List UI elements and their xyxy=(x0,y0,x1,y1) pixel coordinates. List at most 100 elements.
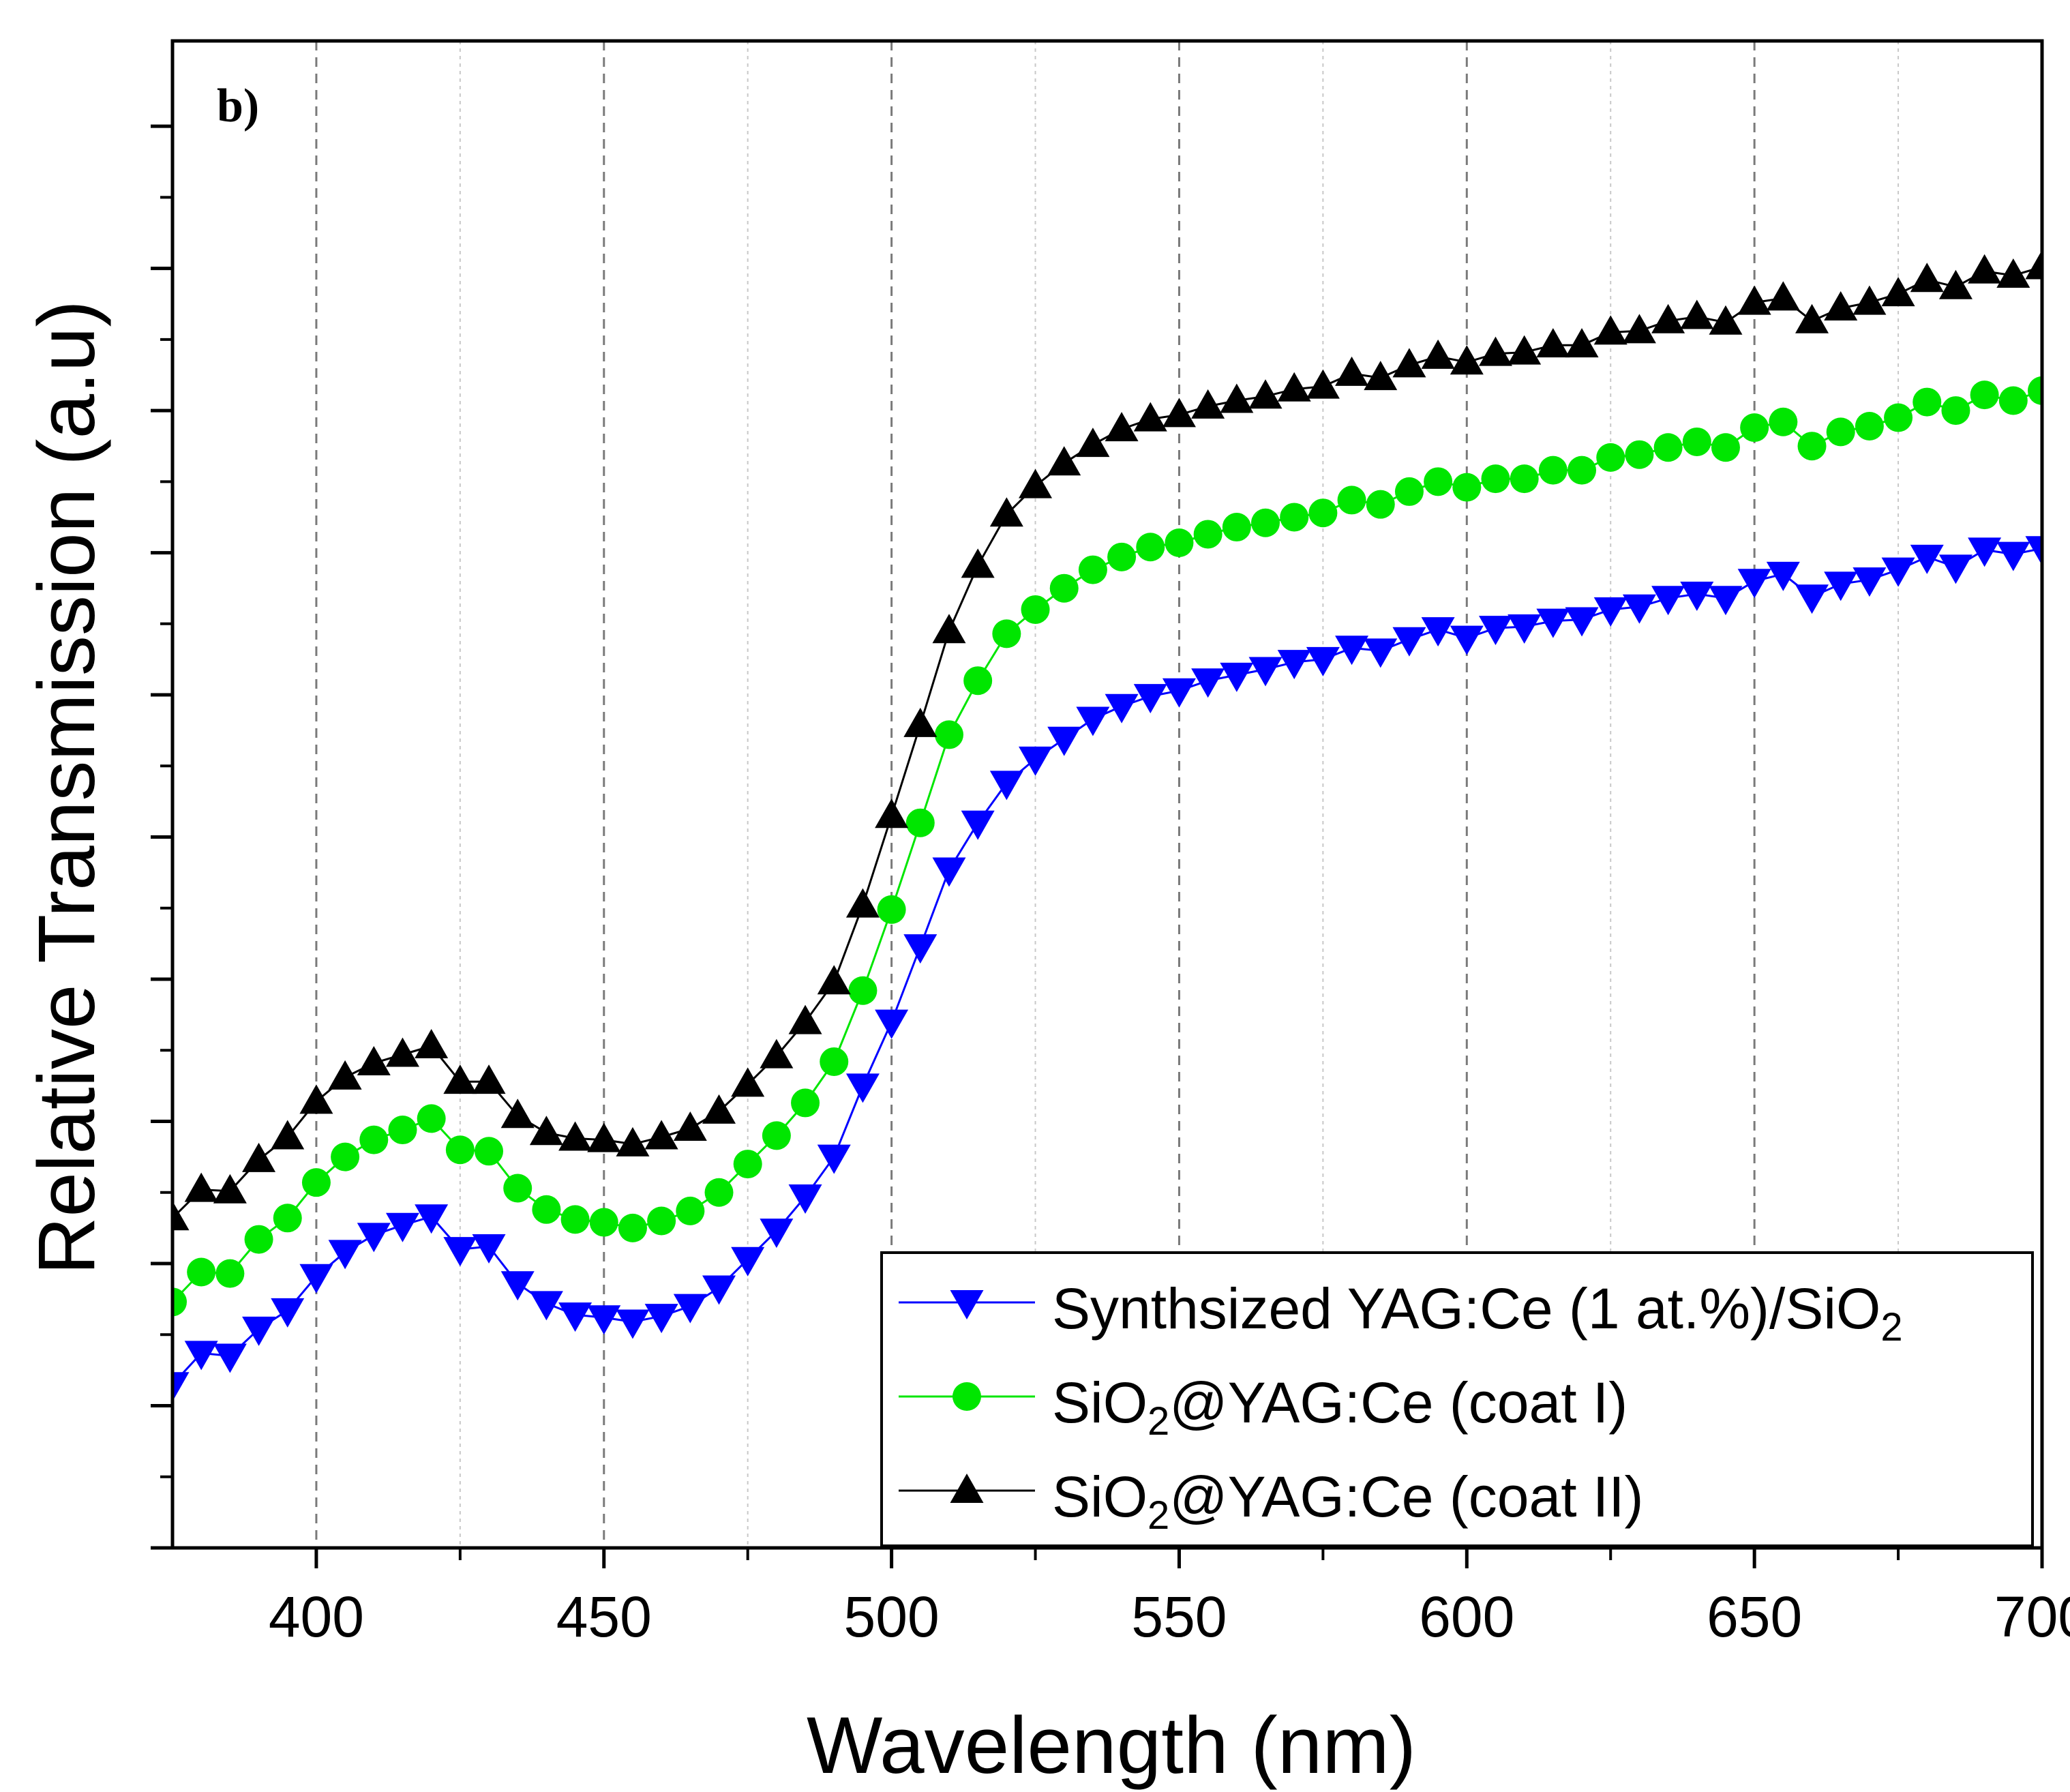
data-point xyxy=(1852,567,1887,597)
legend-marker-coat-i xyxy=(952,1382,981,1411)
data-point xyxy=(1536,328,1570,358)
legend: Synthsized YAG:Ce (1 at.%)/SiO2 SiO2@YAG… xyxy=(880,1251,2034,1547)
data-point xyxy=(1021,595,1050,624)
data-point xyxy=(415,1204,449,1234)
data-point xyxy=(1910,544,1944,574)
x-tick-label: 400 xyxy=(269,1585,364,1649)
data-point xyxy=(845,1073,880,1103)
data-point xyxy=(1709,305,1743,335)
data-point xyxy=(1884,403,1913,432)
data-point xyxy=(1220,662,1254,692)
data-point xyxy=(443,1064,477,1094)
plot-frame xyxy=(170,39,2044,1550)
data-point xyxy=(1653,433,1683,462)
data-point xyxy=(875,1009,909,1039)
data-point xyxy=(903,934,937,964)
data-point xyxy=(1049,573,1079,603)
data-point xyxy=(1366,490,1395,519)
data-point xyxy=(1251,508,1280,537)
data-point xyxy=(788,1184,822,1214)
x-tick-label: 550 xyxy=(1131,1585,1227,1649)
data-point xyxy=(1452,473,1482,502)
y-axis-label: Relative Transmission (a.u) xyxy=(22,300,112,1275)
data-point xyxy=(1824,290,1858,320)
data-point xyxy=(934,720,963,749)
data-point xyxy=(1364,361,1398,391)
data-point xyxy=(1912,387,1942,417)
data-point xyxy=(1248,657,1282,687)
data-point xyxy=(618,1213,647,1242)
data-point xyxy=(1450,625,1484,655)
data-point xyxy=(1651,586,1685,616)
data-point xyxy=(1795,584,1829,614)
data-point xyxy=(529,1116,563,1146)
data-point xyxy=(905,808,935,837)
data-point xyxy=(1335,356,1369,386)
data-point xyxy=(587,1122,621,1152)
data-point xyxy=(1078,555,1107,584)
data-point xyxy=(647,1206,676,1236)
data-point xyxy=(385,1037,419,1067)
data-point xyxy=(359,1125,389,1154)
data-point xyxy=(1510,464,1539,494)
x-axis-label: Wavelength (nm) xyxy=(807,1701,1416,1791)
data-point xyxy=(820,1047,849,1076)
data-point xyxy=(704,1178,734,1207)
data-point xyxy=(903,707,937,737)
data-point xyxy=(1193,520,1222,549)
data-point xyxy=(1306,369,1340,399)
legend-entry-coat-ii: SiO2@YAG:Ce (coat II) xyxy=(899,1465,1644,1538)
data-point xyxy=(1047,726,1081,756)
data-point xyxy=(589,1208,618,1237)
data-point xyxy=(760,1039,794,1069)
data-point xyxy=(472,1234,506,1264)
data-point xyxy=(415,1029,449,1059)
data-point xyxy=(532,1195,561,1224)
data-point xyxy=(1478,336,1512,366)
data-point xyxy=(1076,706,1110,736)
data-point xyxy=(1826,417,1855,447)
data-point xyxy=(1766,281,1800,311)
data-point xyxy=(961,810,995,840)
data-point xyxy=(587,1305,621,1335)
legend-box xyxy=(880,1251,2034,1547)
data-point xyxy=(1680,582,1714,612)
data-point xyxy=(1938,269,1972,299)
data-point xyxy=(961,548,995,578)
x-tick-label: 600 xyxy=(1419,1585,1514,1649)
data-point xyxy=(1337,486,1366,515)
series-1 xyxy=(172,376,2042,1317)
data-point xyxy=(1565,328,1599,358)
data-point xyxy=(1709,586,1743,616)
legend-marker-synthesized xyxy=(950,1290,984,1319)
data-point xyxy=(299,1084,333,1114)
data-point xyxy=(244,1225,273,1254)
data-point xyxy=(1424,467,1453,496)
data-point xyxy=(1625,440,1654,469)
data-point xyxy=(1450,345,1484,375)
data-point xyxy=(357,1046,391,1076)
data-point xyxy=(385,1212,419,1242)
data-point xyxy=(187,1257,216,1287)
data-point xyxy=(992,619,1021,648)
data-point xyxy=(328,1240,362,1270)
data-point xyxy=(1508,614,1542,644)
data-point xyxy=(1162,398,1196,428)
data-point xyxy=(1478,616,1512,646)
data-point xyxy=(1421,617,1455,647)
data-point xyxy=(1222,513,1251,542)
data-point xyxy=(676,1196,705,1225)
axis-ticks: 400 450 500 550 600 650 700 xyxy=(151,124,2070,1649)
data-point xyxy=(172,1201,190,1231)
data-point xyxy=(733,1150,762,1179)
data-point xyxy=(1508,335,1542,365)
data-point xyxy=(445,1135,475,1165)
data-point xyxy=(1019,746,1053,776)
data-point xyxy=(529,1291,563,1321)
data-point xyxy=(1536,608,1570,638)
data-point xyxy=(1682,427,1711,456)
data-point xyxy=(2025,250,2042,280)
data-point xyxy=(242,1142,276,1172)
data-point xyxy=(762,1121,791,1150)
data-point xyxy=(731,1067,765,1097)
